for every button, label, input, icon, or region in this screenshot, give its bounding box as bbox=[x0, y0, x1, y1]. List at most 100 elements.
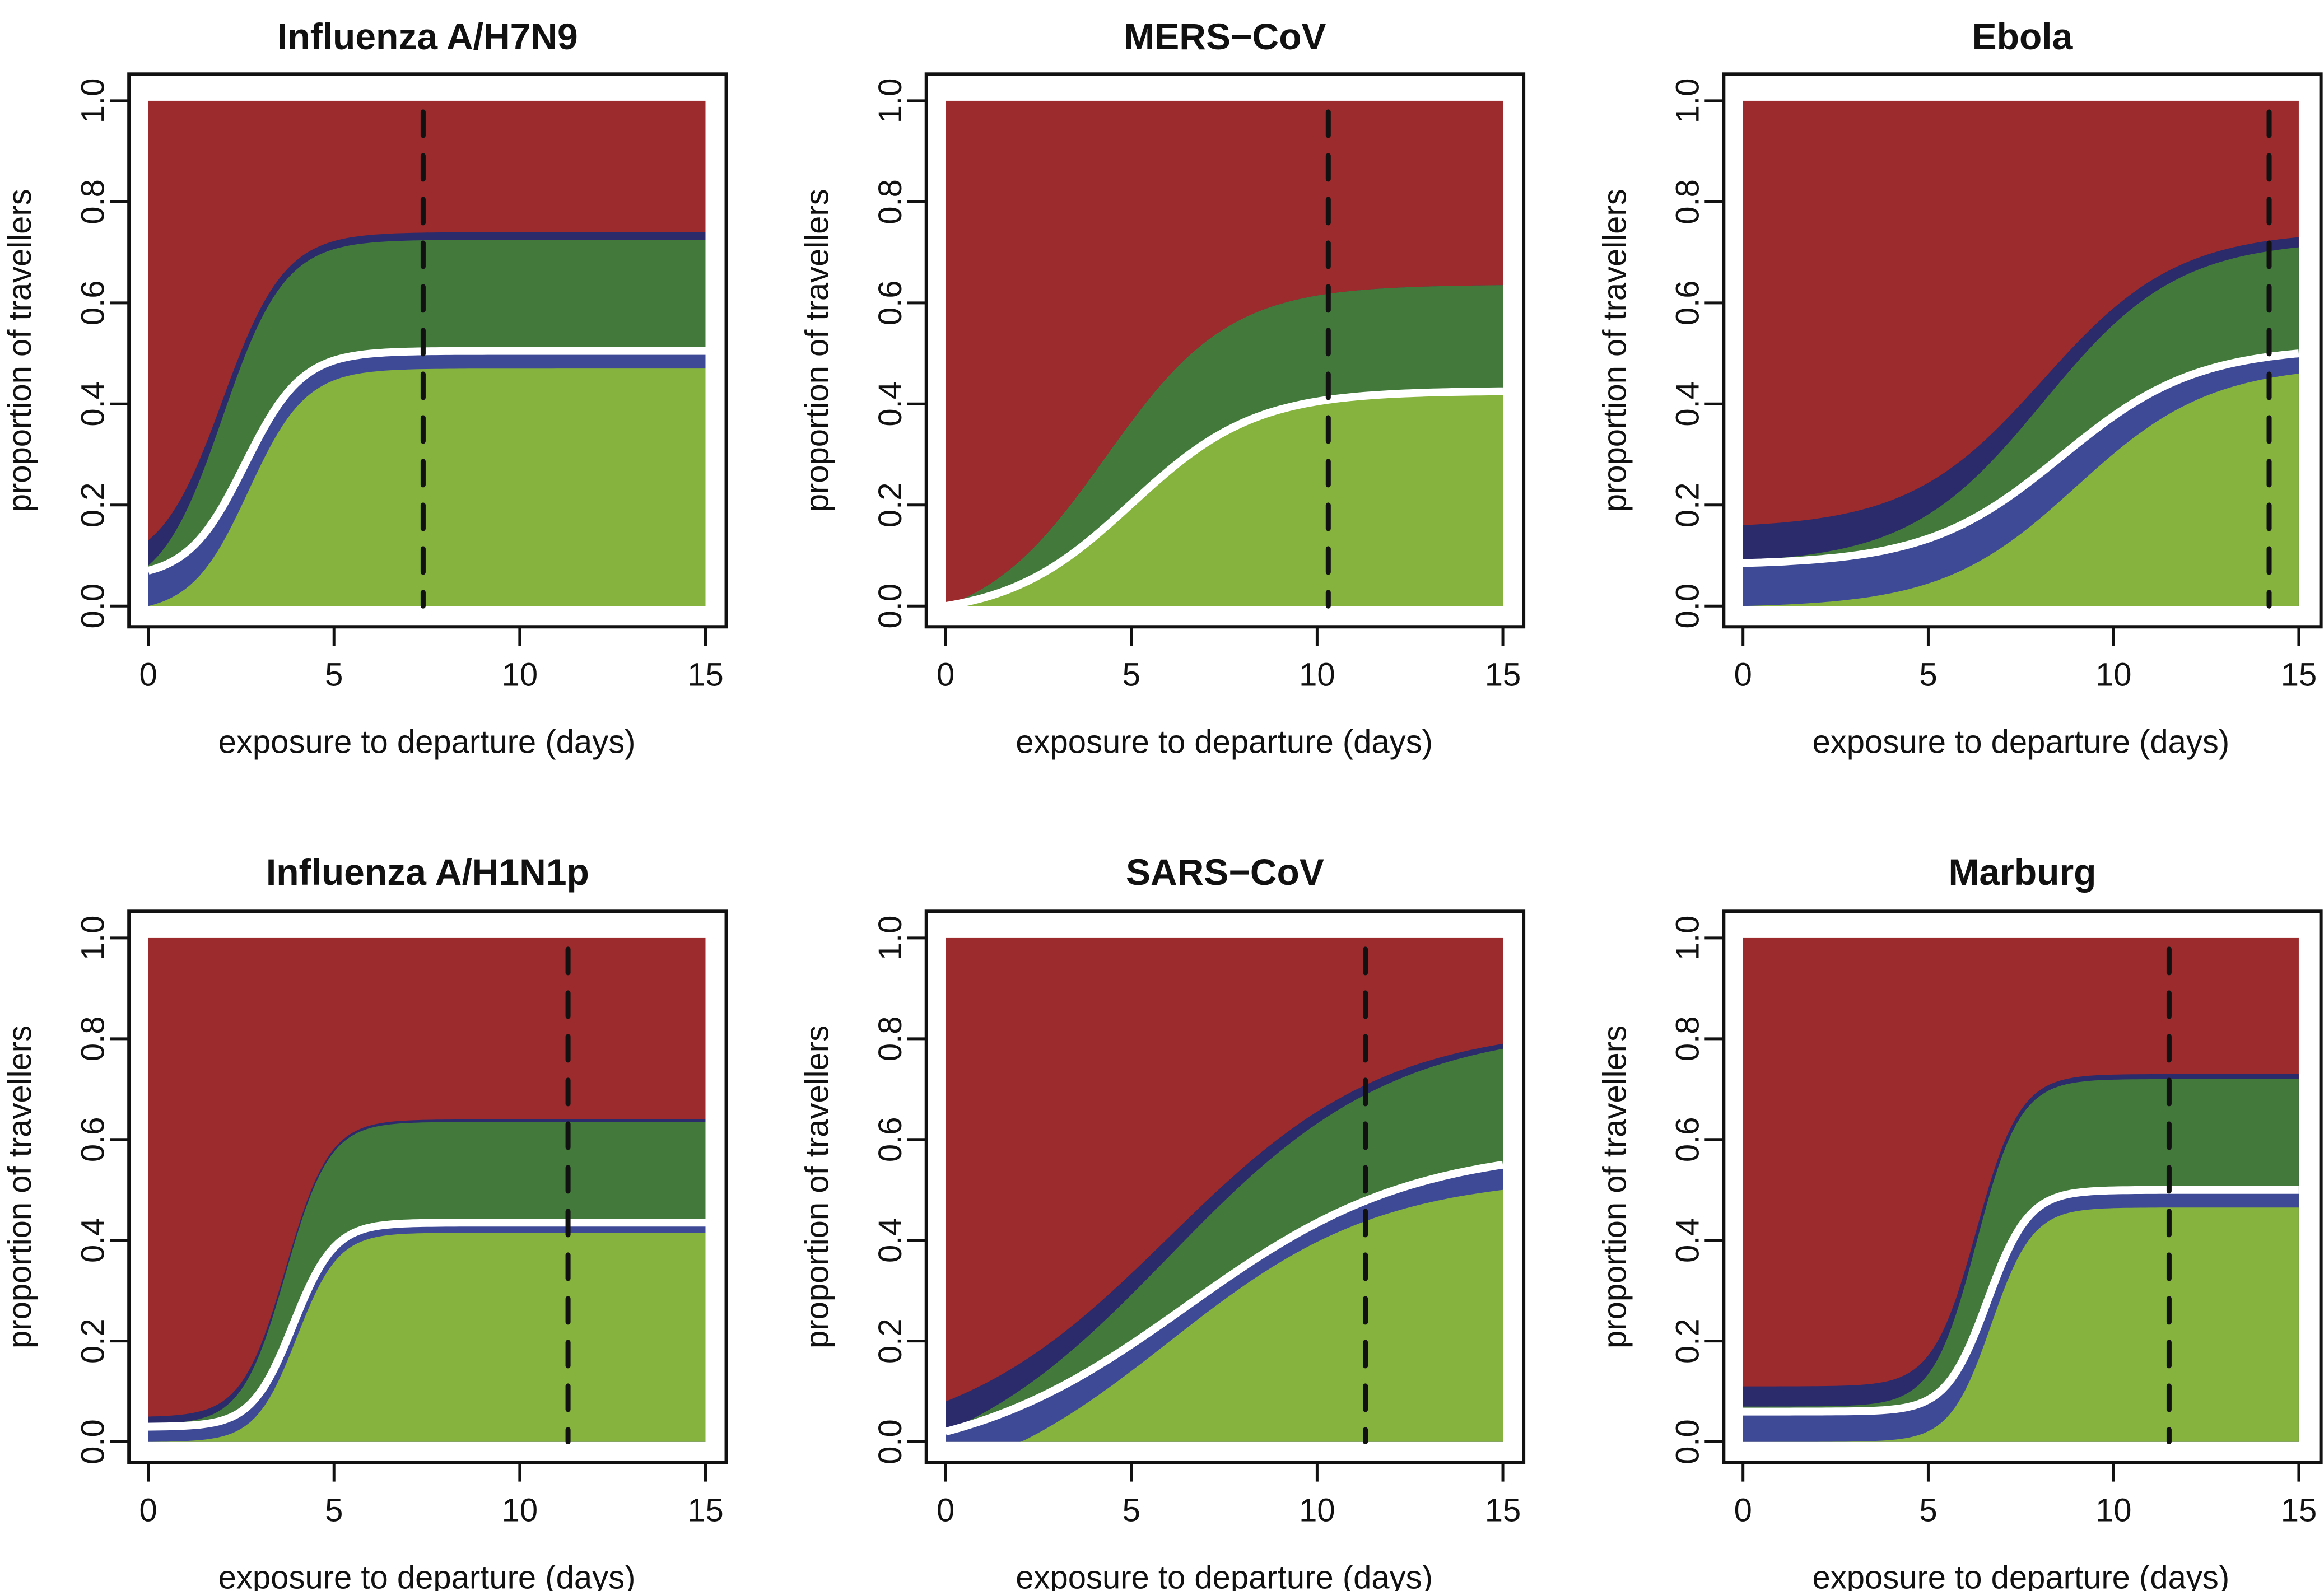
x-tick-label: 0 bbox=[139, 1492, 157, 1529]
band-light-green bbox=[148, 368, 706, 606]
y-tick-label: 0.0 bbox=[872, 584, 909, 629]
y-tick-label: 0.0 bbox=[75, 584, 111, 629]
plot-frame bbox=[127, 72, 728, 629]
x-tick-label: 10 bbox=[502, 1492, 538, 1529]
x-axis-label: exposure to departure (days) bbox=[1812, 724, 2229, 760]
x-tick-label: 5 bbox=[1123, 1492, 1140, 1529]
plot-frame bbox=[1722, 909, 2323, 1464]
y-tick-label: 0.6 bbox=[872, 1117, 909, 1162]
y-axis-label: proportion of travellers bbox=[799, 189, 836, 512]
y-axis-label: proportion of travellers bbox=[1596, 1025, 1633, 1349]
panel-title: Marburg bbox=[1948, 851, 2096, 893]
x-tick-label: 10 bbox=[1299, 1492, 1335, 1529]
median-line bbox=[944, 387, 1503, 610]
x-tick-label: 0 bbox=[1734, 1492, 1752, 1529]
y-tick-label: 0.6 bbox=[1670, 1117, 1706, 1162]
x-tick-label: 10 bbox=[502, 656, 538, 693]
x-tick-label: 15 bbox=[687, 656, 724, 693]
y-tick-label: 1.0 bbox=[1670, 78, 1706, 124]
x-tick-label: 5 bbox=[325, 656, 343, 693]
y-tick-label: 0.4 bbox=[1670, 1217, 1706, 1263]
y-tick-label: 0.2 bbox=[1670, 482, 1706, 528]
y-tick-label: 0.0 bbox=[75, 1419, 111, 1464]
panel-title: Influenza A/H1N1p bbox=[266, 851, 589, 893]
y-tick-label: 0.6 bbox=[872, 281, 909, 326]
y-tick-label: 0.0 bbox=[1670, 584, 1706, 629]
x-tick-label: 15 bbox=[1485, 656, 1521, 693]
panel-1: 0 5 10 15 0.0 0.2 0.4 0.6 0.8 1.0 Influenza A/H7N9… bbox=[2, 16, 728, 760]
median-line bbox=[148, 1219, 706, 1431]
x-tick-label: 5 bbox=[325, 1492, 343, 1529]
panel-title: Influenza A/H7N9 bbox=[277, 16, 578, 57]
x-tick-label: 15 bbox=[1485, 1492, 1521, 1529]
y-tick-label: 1.0 bbox=[872, 916, 909, 961]
band-light-green bbox=[1743, 1207, 2299, 1442]
y-tick-label: 0.8 bbox=[1670, 1016, 1706, 1062]
plot-frame bbox=[1722, 72, 2323, 629]
y-tick-label: 0.0 bbox=[872, 1419, 909, 1464]
panel-4: 0 5 10 15 0.0 0.2 0.4 0.6 0.8 1.0 Influenza A/H1N1… bbox=[2, 851, 728, 1591]
y-tick-label: 0.8 bbox=[75, 1016, 111, 1062]
x-axis-label: exposure to departure (days) bbox=[218, 1560, 636, 1591]
x-tick-label: 0 bbox=[937, 656, 954, 693]
y-axis-label: proportion of travellers bbox=[799, 1025, 836, 1349]
band-light-green bbox=[946, 394, 1503, 606]
median-line bbox=[1743, 349, 2299, 567]
y-tick-label: 0.2 bbox=[75, 482, 111, 528]
y-tick-label: 0.2 bbox=[872, 1318, 909, 1364]
y-tick-label: 1.0 bbox=[1670, 916, 1706, 961]
y-tick-label: 0.8 bbox=[872, 1016, 909, 1062]
x-tick-label: 0 bbox=[937, 1492, 954, 1529]
panel-title: SARS−CoV bbox=[1126, 851, 1324, 893]
y-axis-label: proportion of travellers bbox=[2, 1025, 38, 1349]
y-axis-label: proportion of travellers bbox=[1596, 189, 1633, 512]
panel-title: Ebola bbox=[1972, 16, 2074, 57]
y-axis-label: proportion of travellers bbox=[2, 189, 38, 512]
y-tick-label: 0.8 bbox=[75, 179, 111, 225]
x-tick-label: 10 bbox=[2095, 656, 2132, 693]
y-tick-label: 0.0 bbox=[1670, 1419, 1706, 1464]
plot-frame bbox=[127, 909, 728, 1464]
panel-6: 0 5 10 15 0.0 0.2 0.4 0.6 0.8 1.0 Marburg exposure … bbox=[1596, 851, 2323, 1591]
plot-frame bbox=[924, 72, 1526, 629]
median-line bbox=[1743, 1186, 2299, 1416]
panel-title: MERS−CoV bbox=[1124, 16, 1326, 57]
median-line bbox=[147, 347, 706, 575]
x-tick-label: 5 bbox=[1919, 1492, 1937, 1529]
y-tick-label: 0.4 bbox=[872, 1217, 909, 1263]
panel-2: 0 5 10 15 0.0 0.2 0.4 0.6 0.8 1.0 MERS−CoV exposure… bbox=[799, 16, 1526, 760]
x-tick-label: 15 bbox=[2281, 1492, 2317, 1529]
x-axis-label: exposure to departure (days) bbox=[218, 724, 636, 760]
x-tick-label: 0 bbox=[139, 656, 157, 693]
median-line bbox=[944, 1160, 1504, 1436]
y-tick-label: 1.0 bbox=[75, 916, 111, 961]
y-tick-label: 1.0 bbox=[872, 78, 909, 124]
x-axis-label: exposure to departure (days) bbox=[1016, 724, 1433, 760]
plot-frame bbox=[924, 909, 1526, 1464]
panel-3: 0 5 10 15 0.0 0.2 0.4 0.6 0.8 1.0 Ebola exposure to… bbox=[1596, 16, 2323, 760]
y-tick-label: 0.6 bbox=[75, 1117, 111, 1162]
x-tick-label: 10 bbox=[1299, 656, 1335, 693]
y-tick-label: 0.8 bbox=[1670, 179, 1706, 225]
panel-5: 0 5 10 15 0.0 0.2 0.4 0.6 0.8 1.0 SARS−CoV exposure… bbox=[799, 851, 1526, 1591]
x-tick-label: 5 bbox=[1123, 656, 1140, 693]
y-tick-label: 0.6 bbox=[75, 281, 111, 326]
y-tick-label: 0.2 bbox=[1670, 1318, 1706, 1364]
y-tick-label: 0.2 bbox=[872, 482, 909, 528]
y-tick-label: 0.4 bbox=[1670, 381, 1706, 427]
x-tick-label: 15 bbox=[687, 1492, 724, 1529]
x-axis-label: exposure to departure (days) bbox=[1016, 1560, 1433, 1591]
x-tick-label: 0 bbox=[1734, 656, 1752, 693]
y-tick-label: 1.0 bbox=[75, 78, 111, 124]
x-axis-label: exposure to departure (days) bbox=[1812, 1560, 2229, 1591]
y-tick-label: 0.4 bbox=[75, 1217, 111, 1263]
y-tick-label: 0.8 bbox=[872, 179, 909, 225]
x-tick-label: 5 bbox=[1919, 656, 1937, 693]
y-tick-label: 0.4 bbox=[872, 381, 909, 427]
x-tick-label: 10 bbox=[2095, 1492, 2132, 1529]
band-light-green bbox=[946, 1189, 1503, 1442]
y-tick-label: 0.4 bbox=[75, 381, 111, 427]
y-tick-label: 0.6 bbox=[1670, 281, 1706, 326]
band-light-green bbox=[1743, 374, 2299, 606]
